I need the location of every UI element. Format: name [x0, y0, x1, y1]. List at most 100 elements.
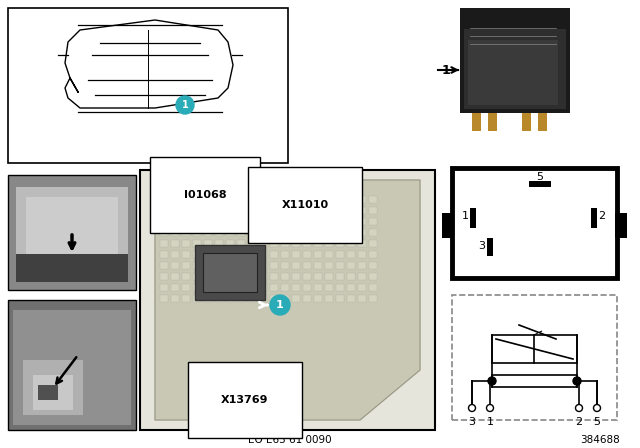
Bar: [259, 196, 267, 203]
Bar: [237, 262, 245, 269]
Circle shape: [488, 377, 496, 385]
Bar: [182, 251, 190, 258]
Bar: [248, 251, 256, 258]
Bar: [182, 262, 190, 269]
Text: 3: 3: [468, 417, 476, 427]
Bar: [472, 113, 481, 131]
Bar: [26, 197, 118, 272]
Bar: [325, 284, 333, 291]
Bar: [325, 262, 333, 269]
Bar: [314, 218, 322, 225]
Bar: [358, 207, 366, 214]
Bar: [259, 218, 267, 225]
Bar: [204, 229, 212, 236]
Bar: [281, 295, 289, 302]
Bar: [369, 273, 377, 280]
Bar: [248, 207, 256, 214]
Bar: [347, 284, 355, 291]
Bar: [347, 240, 355, 247]
Bar: [237, 218, 245, 225]
Bar: [303, 229, 311, 236]
Bar: [193, 229, 201, 236]
Bar: [259, 240, 267, 247]
Bar: [193, 295, 201, 302]
Bar: [182, 284, 190, 291]
Bar: [226, 240, 234, 247]
Bar: [358, 262, 366, 269]
Bar: [171, 196, 179, 203]
Bar: [347, 207, 355, 214]
Bar: [358, 229, 366, 236]
Bar: [259, 295, 267, 302]
Bar: [442, 213, 454, 238]
Bar: [487, 238, 493, 256]
Bar: [303, 273, 311, 280]
Bar: [281, 273, 289, 280]
Bar: [314, 240, 322, 247]
Bar: [171, 229, 179, 236]
Bar: [8, 8, 288, 163]
Bar: [259, 284, 267, 291]
Bar: [215, 207, 223, 214]
Bar: [292, 240, 300, 247]
Bar: [336, 273, 344, 280]
Bar: [171, 262, 179, 269]
Text: 2: 2: [575, 417, 582, 427]
Bar: [215, 295, 223, 302]
Bar: [336, 284, 344, 291]
Bar: [182, 218, 190, 225]
Bar: [193, 240, 201, 247]
Bar: [314, 262, 322, 269]
Bar: [215, 251, 223, 258]
Bar: [160, 262, 168, 269]
Bar: [226, 251, 234, 258]
Bar: [193, 196, 201, 203]
Bar: [347, 262, 355, 269]
Text: 5: 5: [593, 417, 600, 427]
Bar: [226, 207, 234, 214]
Bar: [347, 273, 355, 280]
Bar: [460, 8, 570, 113]
Bar: [358, 295, 366, 302]
Bar: [160, 218, 168, 225]
Bar: [248, 262, 256, 269]
Bar: [270, 196, 278, 203]
Bar: [369, 251, 377, 258]
Bar: [281, 218, 289, 225]
Bar: [248, 295, 256, 302]
Bar: [248, 229, 256, 236]
Bar: [358, 196, 366, 203]
Text: X13769: X13769: [221, 395, 269, 405]
Bar: [336, 229, 344, 236]
Bar: [369, 218, 377, 225]
Bar: [492, 335, 577, 363]
Bar: [8, 300, 136, 430]
Bar: [325, 229, 333, 236]
Bar: [325, 251, 333, 258]
Bar: [303, 251, 311, 258]
Bar: [292, 295, 300, 302]
Bar: [237, 295, 245, 302]
Bar: [314, 207, 322, 214]
Bar: [358, 240, 366, 247]
Bar: [171, 251, 179, 258]
Bar: [8, 175, 136, 290]
Bar: [358, 284, 366, 291]
Bar: [292, 218, 300, 225]
Bar: [237, 273, 245, 280]
Bar: [270, 218, 278, 225]
Bar: [452, 295, 617, 420]
Text: 1: 1: [182, 100, 188, 110]
Bar: [171, 218, 179, 225]
Bar: [259, 273, 267, 280]
Bar: [281, 207, 289, 214]
Bar: [193, 207, 201, 214]
Bar: [171, 240, 179, 247]
Bar: [182, 273, 190, 280]
Bar: [226, 295, 234, 302]
Bar: [336, 251, 344, 258]
Bar: [336, 262, 344, 269]
Bar: [292, 207, 300, 214]
Bar: [303, 218, 311, 225]
Bar: [203, 253, 257, 292]
